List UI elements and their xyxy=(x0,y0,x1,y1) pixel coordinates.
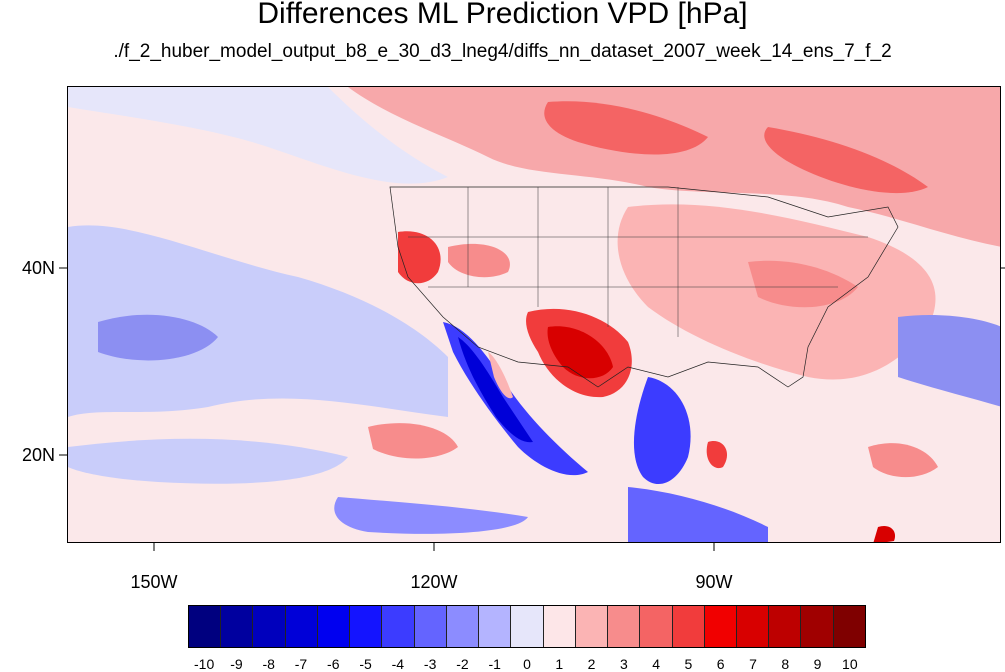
lon-label-120w: 120W xyxy=(410,572,458,592)
colorbar-tick-label: 4 xyxy=(652,656,661,672)
difference-field xyxy=(68,87,1000,542)
colorbar-tick-label: -10 xyxy=(194,656,215,672)
colorbar-swatch xyxy=(221,606,254,647)
colorbar-swatch xyxy=(479,606,512,647)
colorbar-tick-label: 6 xyxy=(716,656,725,672)
colorbar-swatch xyxy=(608,606,641,647)
colorbar-tick-label: 9 xyxy=(813,656,822,672)
colorbar-tick-label: -2 xyxy=(456,656,469,672)
colorbar-swatch xyxy=(189,606,222,647)
colorbar-swatch xyxy=(350,606,383,647)
colorbar-swatch xyxy=(736,606,770,647)
colorbar-swatch xyxy=(640,606,673,647)
lat-label-20n: 20N xyxy=(22,445,56,465)
colorbar-swatch xyxy=(704,606,737,647)
colorbar-tick-label: -9 xyxy=(230,656,243,672)
colorbar-tick-label: 10 xyxy=(842,656,858,672)
colorbar-tick-label: -6 xyxy=(327,656,340,672)
chart-subtitle: ./f_2_huber_model_output_b8_e_30_d3_lneg… xyxy=(113,41,892,62)
colorbar-tick-label: 5 xyxy=(684,656,693,672)
colorbar-tick-label: 2 xyxy=(587,656,596,672)
chart-title: Differences ML Prediction VPD [hPa] xyxy=(257,0,748,30)
colorbar-swatch xyxy=(253,606,286,647)
colorbar-tick-label: 3 xyxy=(619,656,628,672)
colorbar-tick-label: 8 xyxy=(781,656,790,672)
colorbar-tick-label: -3 xyxy=(423,656,437,672)
colorbar xyxy=(188,605,866,648)
colorbar-tick-label: 7 xyxy=(749,656,757,672)
colorbar-swatch xyxy=(801,606,834,647)
colorbar-swatch xyxy=(511,606,544,647)
colorbar-tick-label: -8 xyxy=(262,656,275,672)
colorbar-swatch xyxy=(317,606,351,647)
lon-label-150w: 150W xyxy=(130,572,178,592)
colorbar-tick-label: -7 xyxy=(294,656,308,672)
lon-label-90w: 90W xyxy=(695,572,733,592)
colorbar-swatch xyxy=(414,606,447,647)
colorbar-swatch xyxy=(285,606,318,647)
lat-label-40n: 40N xyxy=(22,258,56,278)
colorbar-tick-label: 1 xyxy=(555,656,564,672)
map-panel xyxy=(67,86,1001,543)
colorbar-swatch xyxy=(575,606,609,647)
colorbar-swatch xyxy=(382,606,415,647)
colorbar-swatch xyxy=(543,606,576,647)
colorbar-swatch xyxy=(833,606,865,647)
colorbar-swatch xyxy=(769,606,802,647)
colorbar-tick-label: 0 xyxy=(523,656,531,672)
colorbar-tick-label: -4 xyxy=(391,656,405,672)
colorbar-swatch xyxy=(672,606,705,647)
colorbar-tick-label: -1 xyxy=(488,656,501,672)
colorbar-swatch xyxy=(446,606,480,647)
colorbar-tick-label: -5 xyxy=(359,656,372,672)
